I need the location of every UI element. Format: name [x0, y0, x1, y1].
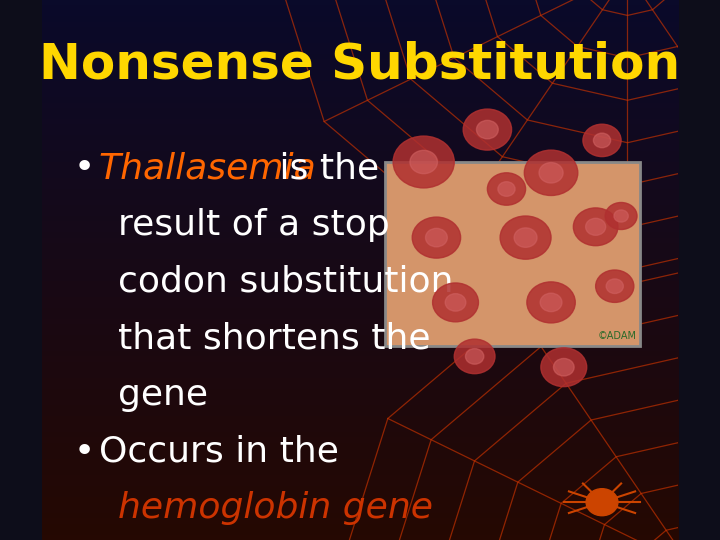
Circle shape	[595, 270, 634, 302]
Circle shape	[585, 218, 606, 235]
Circle shape	[487, 173, 526, 205]
Circle shape	[426, 228, 447, 247]
Circle shape	[524, 150, 578, 195]
Text: •: •	[73, 435, 94, 469]
Circle shape	[410, 150, 438, 174]
Circle shape	[583, 124, 621, 157]
Circle shape	[540, 293, 562, 312]
Circle shape	[500, 216, 551, 259]
Circle shape	[554, 359, 574, 376]
Circle shape	[465, 349, 484, 364]
Circle shape	[541, 348, 587, 387]
Circle shape	[593, 133, 611, 147]
Text: is the: is the	[268, 151, 379, 185]
Circle shape	[606, 202, 637, 230]
Circle shape	[539, 163, 563, 183]
Circle shape	[433, 283, 479, 322]
Circle shape	[477, 120, 498, 139]
Text: that shortens the: that shortens the	[118, 321, 431, 355]
Text: gene: gene	[118, 378, 208, 412]
Circle shape	[445, 294, 466, 311]
Text: result of a stop: result of a stop	[118, 208, 390, 242]
Circle shape	[498, 181, 515, 197]
Circle shape	[454, 339, 495, 374]
Circle shape	[393, 136, 454, 188]
Circle shape	[573, 208, 618, 246]
Circle shape	[614, 210, 629, 222]
Text: Thallasemia: Thallasemia	[99, 151, 317, 185]
Circle shape	[606, 279, 624, 294]
Circle shape	[527, 282, 575, 323]
Text: Nonsense Substitution: Nonsense Substitution	[40, 41, 680, 89]
Circle shape	[463, 109, 512, 150]
Text: ©ADAM: ©ADAM	[598, 331, 637, 341]
Text: Occurs in the: Occurs in the	[99, 435, 338, 469]
Text: codon substitution: codon substitution	[118, 265, 454, 299]
Text: hemoglobin gene: hemoglobin gene	[118, 491, 433, 525]
Circle shape	[413, 217, 461, 258]
Circle shape	[514, 228, 537, 247]
FancyBboxPatch shape	[385, 162, 640, 346]
Circle shape	[586, 489, 618, 516]
Text: •: •	[73, 151, 94, 185]
